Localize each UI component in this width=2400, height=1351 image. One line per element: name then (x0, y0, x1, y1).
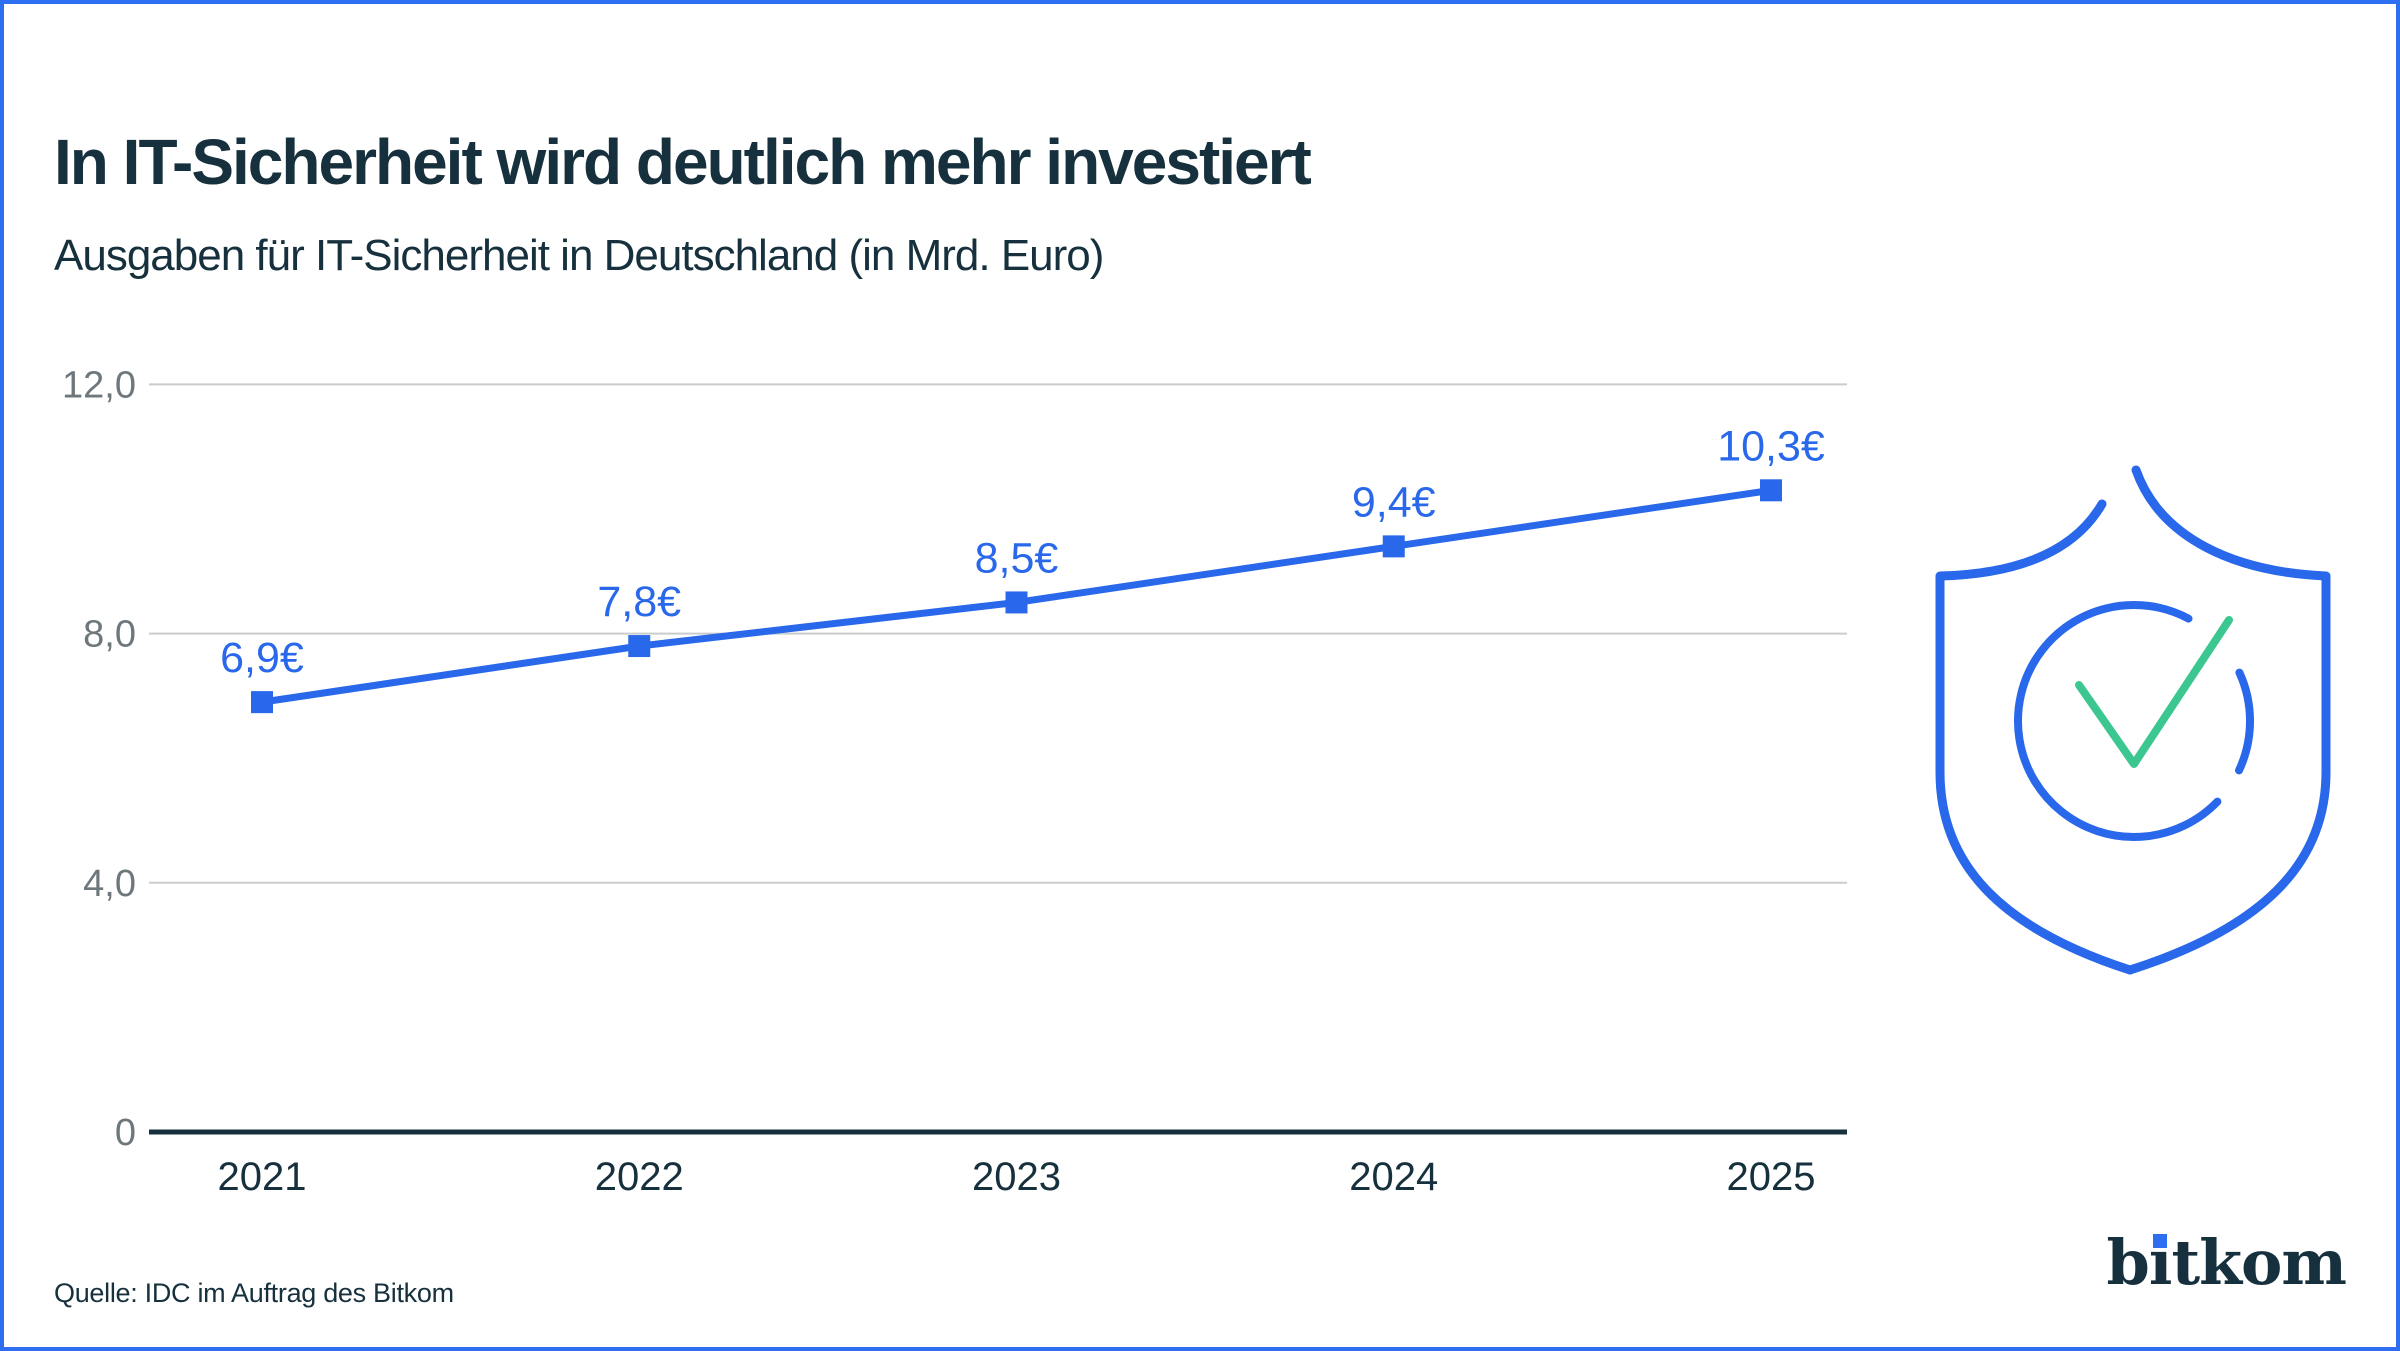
x-tick-label-2025: 2025 (1727, 1155, 1816, 1199)
page-title: In IT-Sicherheit wird deutlich mehr inve… (54, 125, 1312, 198)
data-point-2022 (628, 635, 651, 658)
line-chart: 12,08,04,00 6,9€7,8€8,5€9,4€10,3€ 2021 20… (62, 364, 1847, 1199)
data-label-2021: 6,9€ (220, 634, 304, 682)
shield-check-icon (1935, 465, 2331, 975)
y-tick-label: 4,0 (83, 863, 136, 905)
source-note: Quelle: IDC im Auftrag des Bitkom (54, 1278, 454, 1308)
data-point-2023 (1005, 591, 1028, 614)
x-tick-label-2023: 2023 (972, 1155, 1061, 1199)
shield-outline-left (1935, 499, 2135, 975)
y-tick-label: 8,0 (83, 614, 136, 656)
data-label-2023: 8,5€ (975, 534, 1059, 582)
logo-text-post: tkom (2171, 1226, 2347, 1299)
data-point-2025 (1760, 479, 1782, 502)
data-point-2024 (1382, 535, 1405, 558)
logo-letter-i: ı (2149, 1232, 2173, 1294)
series-layer: 6,9€ 7,8€ 8,5€ 9,4€ 10,3€ (220, 422, 1825, 714)
gridlines (149, 383, 1847, 1135)
bitkom-logo: b ıtkom (2107, 1232, 2347, 1294)
y-tick-label: 0 (115, 1112, 136, 1154)
x-tick-label-2021: 2021 (218, 1155, 307, 1199)
data-label-2024: 9,4€ (1352, 478, 1436, 526)
data-label-2025: 10,3€ (1717, 422, 1825, 470)
logo-i-dot-square (2153, 1234, 2168, 1248)
logo-text-pre: b (2106, 1226, 2150, 1299)
data-point-2021 (251, 691, 273, 714)
page-subtitle: Ausgaben für IT-Sicherheit in Deutschlan… (54, 230, 1104, 280)
y-tick-label: 12,0 (62, 364, 136, 406)
circle-arc-main (2013, 601, 2222, 841)
check-mark (2075, 616, 2233, 768)
x-tick-label-2024: 2024 (1349, 1155, 1438, 1199)
circle-arc-right (2235, 668, 2255, 775)
x-axis-labels: 2021 2022 2023 2024 2025 (218, 1155, 1816, 1199)
shield-outline-right (2125, 465, 2331, 975)
y-axis-labels: 12,0 8,0 4,0 0 (62, 364, 136, 1154)
data-label-2022: 7,8€ (597, 578, 681, 626)
x-tick-label-2022: 2022 (595, 1155, 684, 1199)
